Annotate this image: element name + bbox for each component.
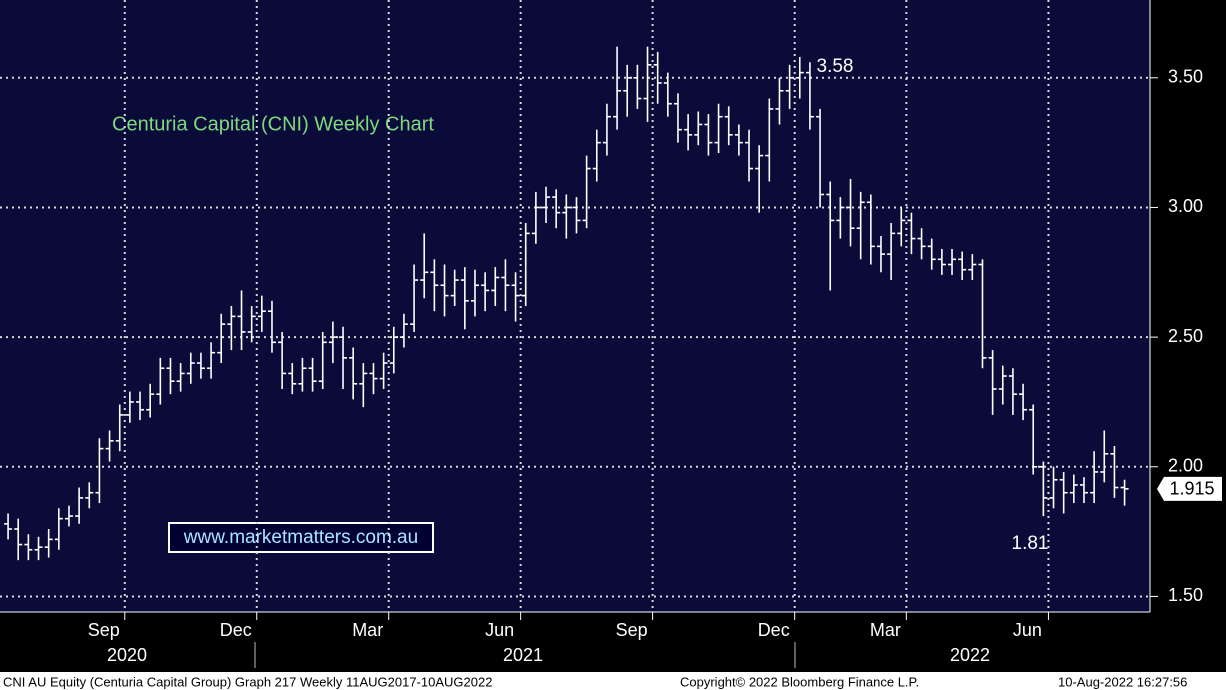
y-tick-label: 3.00 (1168, 196, 1203, 216)
footer-bar (0, 672, 1226, 690)
x-tick-label: Jun (485, 620, 514, 640)
x-tick-label: Mar (352, 620, 383, 640)
year-label: 2020 (107, 645, 147, 665)
last-price-label: 1.915 (1169, 479, 1214, 499)
y-tick-label: 1.50 (1168, 585, 1203, 605)
chart-title: Centuria Capital (CNI) Weekly Chart (112, 113, 434, 135)
x-tick-label: Sep (88, 620, 120, 640)
year-label: 2022 (950, 645, 990, 665)
x-tick-label: Dec (220, 620, 252, 640)
footer-center: Copyright© 2022 Bloomberg Finance L.P. (680, 674, 919, 689)
y-tick-label: 3.50 (1168, 67, 1203, 87)
website: www.marketmatters.com.au (183, 527, 418, 548)
footer-left: CNI AU Equity (Centuria Capital Group) G… (3, 674, 492, 689)
x-tick-label: Jun (1013, 620, 1042, 640)
plot-area (0, 0, 1150, 612)
x-tick-label: Mar (870, 620, 901, 640)
x-tick-label: Dec (758, 620, 790, 640)
last-price-box (1157, 476, 1222, 501)
annotation: 1.81 (1012, 533, 1049, 554)
y-tick-label: 2.50 (1168, 326, 1203, 346)
footer-right: 10-Aug-2022 16:27:56 (1058, 674, 1187, 689)
y-tick-label: 2.00 (1168, 456, 1203, 476)
year-label: 2021 (503, 645, 543, 665)
annotation: 3.58 (817, 56, 854, 77)
x-tick-label: Sep (616, 620, 648, 640)
